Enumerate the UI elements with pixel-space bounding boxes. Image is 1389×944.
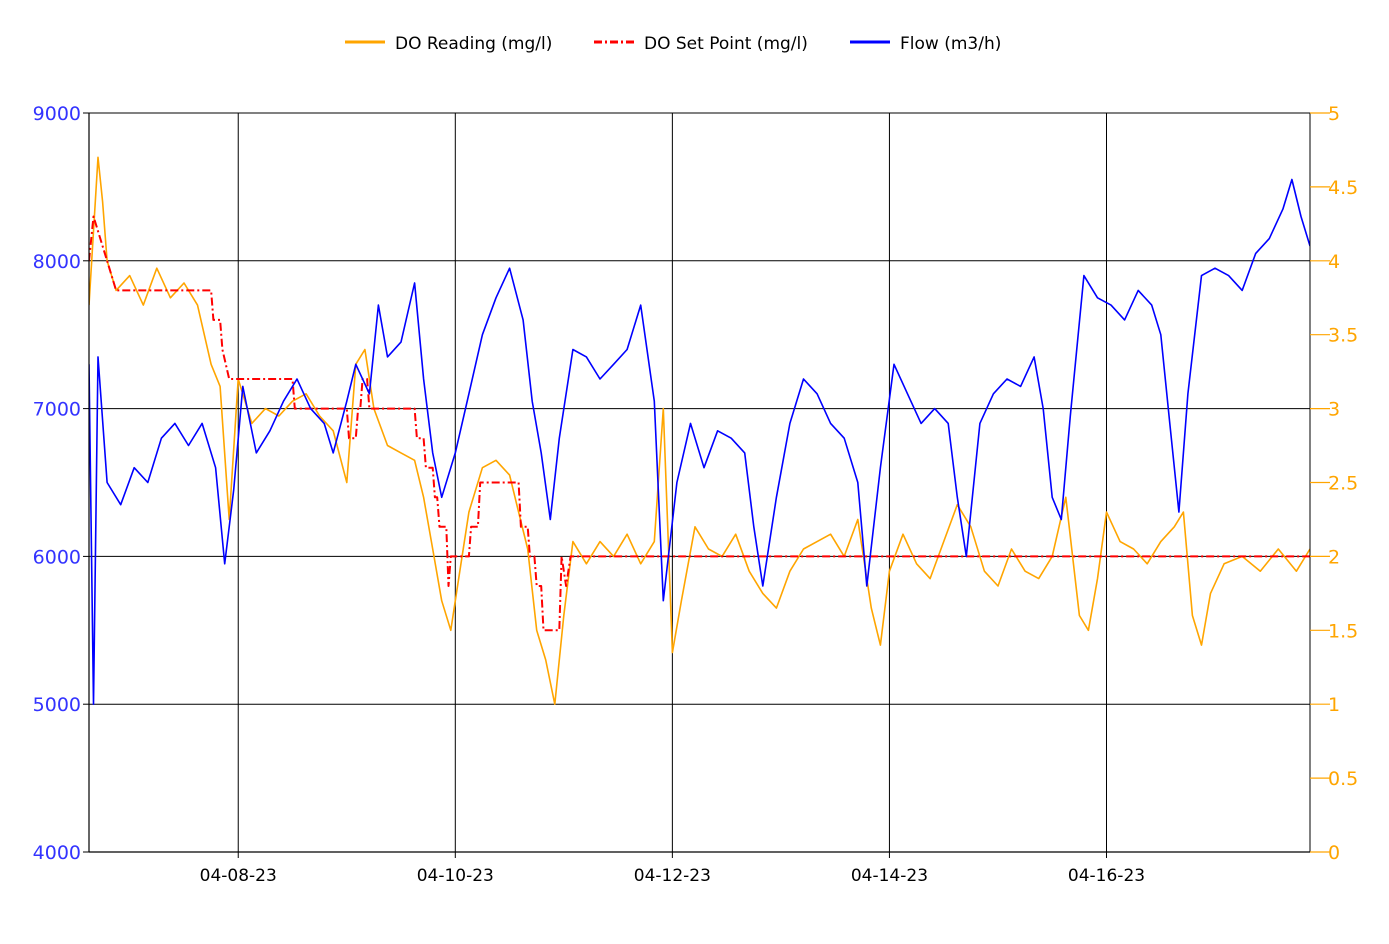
legend-do-setpoint: DO Set Point (mg/l) bbox=[594, 34, 808, 54]
right-axis-tick-label: 3.5 bbox=[1328, 325, 1358, 347]
chart-grid bbox=[89, 113, 1310, 852]
left-axis-tick-label: 9000 bbox=[33, 103, 81, 125]
legend-flow: Flow (m3/h) bbox=[850, 34, 1001, 54]
do-reading-series-line bbox=[89, 157, 1310, 704]
series-layer bbox=[89, 157, 1310, 704]
x-axis-tick-label: 04-16-23 bbox=[1068, 866, 1145, 886]
right-axis-tick-label: 0.5 bbox=[1328, 768, 1358, 790]
left-axis-tick-label: 8000 bbox=[33, 251, 81, 273]
x-axis-tick-label: 04-10-23 bbox=[417, 866, 494, 886]
right-axis-tick-label: 4.5 bbox=[1328, 177, 1358, 199]
legend-do-reading: DO Reading (mg/l) bbox=[345, 34, 552, 54]
right-axis-tick-label: 1 bbox=[1328, 694, 1340, 716]
legend-flow-label: Flow (m3/h) bbox=[900, 34, 1001, 54]
x-axis-tick-label: 04-14-23 bbox=[851, 866, 928, 886]
right-axis-tick-label: 3 bbox=[1328, 399, 1340, 421]
right-axis-tick-label: 0 bbox=[1328, 842, 1340, 864]
right-axis-tick-label: 2.5 bbox=[1328, 473, 1358, 495]
left-axis-tick-label: 4000 bbox=[33, 842, 81, 864]
right-axis-tick-label: 5 bbox=[1328, 103, 1340, 125]
do-setpoint-series-line bbox=[89, 217, 1310, 631]
right-axis-tick-label: 2 bbox=[1328, 546, 1340, 568]
legend-do-reading-label: DO Reading (mg/l) bbox=[395, 34, 552, 54]
x-axis-tick-label: 04-12-23 bbox=[634, 866, 711, 886]
legend-do-setpoint-label: DO Set Point (mg/l) bbox=[644, 34, 808, 54]
left-axis-tick-label: 5000 bbox=[33, 694, 81, 716]
flow-series-line bbox=[89, 180, 1310, 705]
chart-legend: DO Reading (mg/l) DO Set Point (mg/l) Flow… bbox=[345, 34, 1001, 54]
right-axis-tick-label: 1.5 bbox=[1328, 620, 1358, 642]
left-axis-tick-label: 6000 bbox=[33, 546, 81, 568]
right-axis-tick-label: 4 bbox=[1328, 251, 1340, 273]
x-axis-tick-label: 04-08-23 bbox=[200, 866, 277, 886]
left-axis-tick-label: 7000 bbox=[33, 399, 81, 421]
